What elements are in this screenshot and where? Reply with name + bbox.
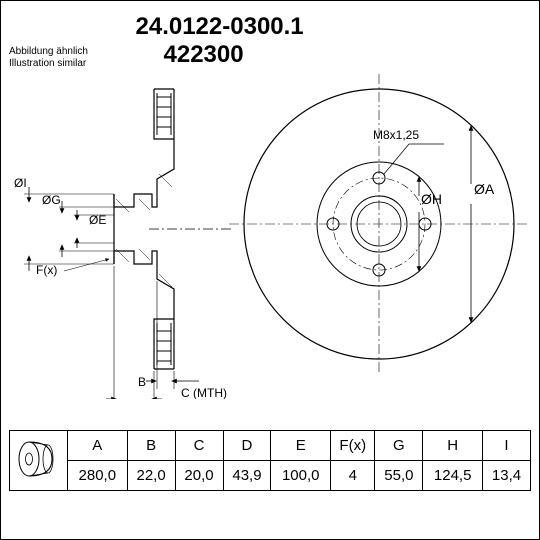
val-F: 4 [331,461,375,491]
part-number-1: 24.0122-0300.1 [136,13,304,40]
part-number-2: 422300 [164,41,244,68]
table-header-row: A B C D E F(x) G H I [10,431,531,461]
disc-icon-cell [10,431,68,491]
brake-disc-icon [14,438,64,480]
col-F: F(x) [331,431,375,461]
val-B: 22,0 [127,461,175,491]
col-H: H [423,431,483,461]
col-B: B [127,431,175,461]
dim-F: F(x) [36,263,57,277]
col-C: C [175,431,223,461]
val-E: 100,0 [271,461,331,491]
dim-I: ØI [14,176,27,190]
header: 24.0122-0300.1 422300 [136,13,405,69]
val-H: 124,5 [423,461,483,491]
dim-C: C (MTH) [181,386,227,399]
col-E: E [271,431,331,461]
technical-drawing: ØI ØG ØE F(x) B D [9,69,531,399]
dim-B: B [138,375,146,389]
thread-label: M8x1,25 [373,128,419,142]
val-D: 43,9 [223,461,271,491]
val-A: 280,0 [68,461,128,491]
front-view: ØA ØH M8x1,25 [229,74,529,374]
side-view: ØI ØG ØE F(x) B D [14,89,234,399]
dim-H: ØH [421,191,442,207]
dim-A: ØA [474,181,495,197]
dimension-table: A B C D E F(x) G H I 280,0 22,0 20,0 43,… [9,430,531,491]
val-C: 20,0 [175,461,223,491]
val-I: 13,4 [482,461,530,491]
subtitle-line1: Abbildung ähnlich [9,46,88,58]
val-G: 55,0 [375,461,423,491]
col-D: D [223,431,271,461]
col-G: G [375,431,423,461]
dim-G: ØG [42,193,61,207]
subtitle: Abbildung ähnlich Illustration similar [9,46,88,70]
table-value-row: 280,0 22,0 20,0 43,9 100,0 4 55,0 124,5 … [10,461,531,491]
col-A: A [68,431,128,461]
col-I: I [482,431,530,461]
dim-E: ØE [89,213,106,227]
